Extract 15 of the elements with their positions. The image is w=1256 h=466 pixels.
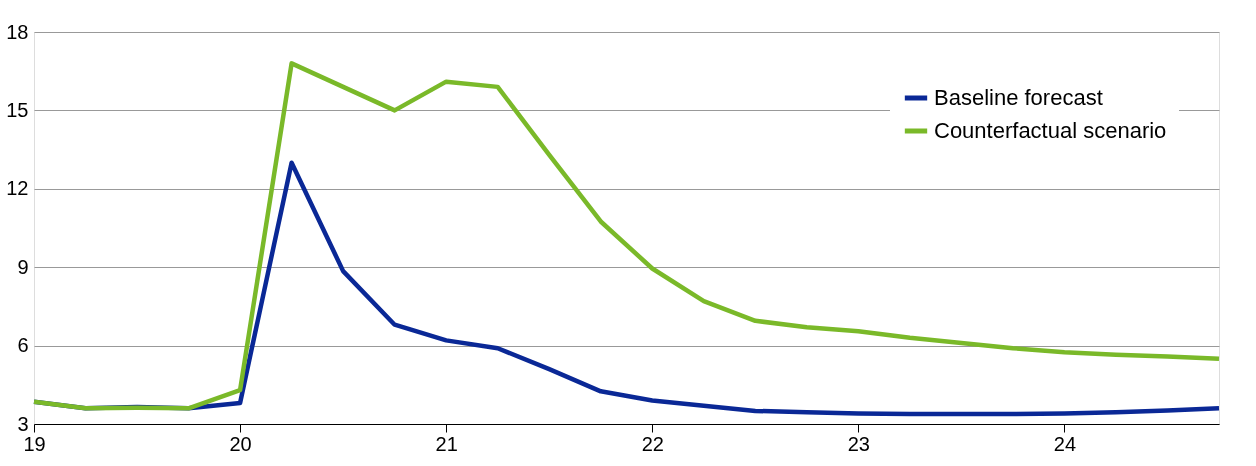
legend-label: Baseline forecast [934, 85, 1103, 110]
x-tick-label: 20 [229, 432, 252, 455]
y-tick-label: 3 [17, 412, 29, 435]
y-tick-label: 12 [6, 177, 29, 200]
y-tick-label: 9 [17, 255, 29, 278]
x-tick-label: 22 [641, 432, 664, 455]
y-tick-label: 18 [6, 20, 29, 43]
x-tick-label: 21 [435, 432, 458, 455]
x-tick-label: 19 [23, 432, 46, 455]
legend-label: Counterfactual scenario [934, 118, 1167, 143]
x-tick-label: 23 [847, 432, 870, 455]
x-tick-label: 24 [1053, 432, 1077, 455]
line-series [31, 61, 1222, 411]
y-tick-label: 15 [6, 98, 29, 121]
y-tick-label: 6 [17, 334, 29, 357]
